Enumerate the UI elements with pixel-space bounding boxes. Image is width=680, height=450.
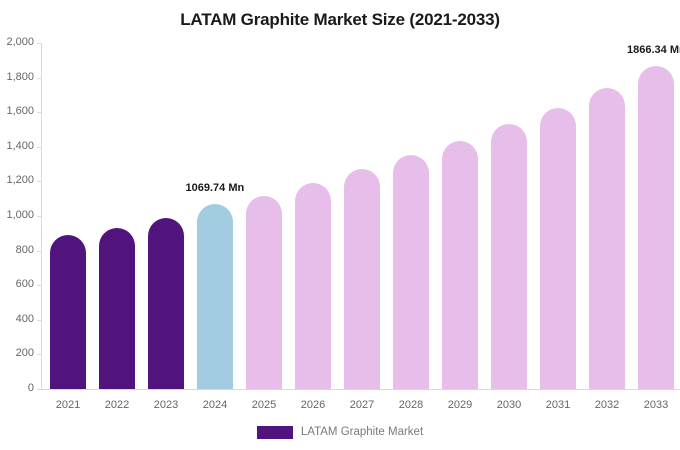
y-axis-line	[41, 43, 42, 390]
x-axis-label-2024: 2024	[202, 399, 228, 411]
chart-legend: LATAM Graphite Market	[0, 426, 680, 439]
y-axis-tick-label: 200	[15, 347, 34, 360]
y-axis-tick-label: 800	[15, 243, 34, 256]
y-axis-tick-mark	[37, 319, 41, 321]
bar-2028[interactable]	[393, 155, 429, 389]
bar-2024[interactable]	[197, 203, 233, 389]
y-axis-tick-label: 1,600	[6, 105, 34, 118]
y-axis-tick-label: 2,000	[6, 36, 34, 48]
x-axis-label-2032: 2032	[594, 399, 620, 411]
y-axis-tick-mark	[37, 77, 41, 79]
bar-2023[interactable]	[148, 218, 184, 389]
bar-2022[interactable]	[99, 228, 135, 389]
x-axis-label-2028: 2028	[398, 399, 424, 411]
y-axis-tick-mark	[37, 181, 41, 183]
x-axis-label-2022: 2022	[104, 399, 130, 411]
bar-2021[interactable]	[50, 235, 86, 389]
bar-2033[interactable]	[638, 66, 674, 389]
bar-2032[interactable]	[589, 88, 625, 389]
bar-value-label-2024: 1069.74 Mn	[185, 181, 245, 194]
x-axis-label-2023: 2023	[153, 399, 179, 411]
y-axis-tick-label: 1,000	[6, 209, 34, 221]
x-axis-label-2030: 2030	[496, 399, 522, 411]
y-axis-tick-mark	[37, 354, 41, 356]
y-axis-tick-mark	[37, 216, 41, 217]
x-axis-line	[41, 389, 680, 390]
bar-value-label-2033: 1866.34 Mn	[627, 44, 680, 57]
x-axis-label-2027: 2027	[349, 399, 375, 411]
legend-swatch	[256, 426, 293, 439]
y-axis-tick-mark	[37, 250, 41, 252]
x-axis-label-2029: 2029	[447, 399, 473, 411]
x-axis-label-2033: 2033	[643, 399, 669, 411]
y-axis-tick-label: 1,800	[6, 70, 34, 83]
bar-2027[interactable]	[344, 169, 380, 389]
y-axis-tick-label: 0	[27, 382, 34, 394]
y-axis-tick-mark	[37, 389, 41, 390]
bar-2026[interactable]	[295, 183, 331, 389]
y-axis-tick-label: 400	[15, 312, 34, 325]
y-axis-tick-label: 600	[15, 278, 34, 291]
y-axis-tick-mark	[37, 112, 41, 114]
x-axis-label-2031: 2031	[545, 399, 571, 411]
x-axis-label-2025: 2025	[251, 399, 277, 411]
legend-label: LATAM Graphite Market	[300, 425, 424, 438]
y-axis-tick-label: 1,200	[6, 174, 34, 187]
chart-title: LATAM Graphite Market Size (2021-2033)	[180, 10, 500, 29]
bar-2025[interactable]	[246, 196, 282, 389]
bar-2031[interactable]	[540, 107, 576, 389]
bar-2029[interactable]	[442, 141, 478, 389]
x-axis-label-2021: 2021	[55, 399, 81, 411]
y-axis-tick-label: 1,400	[6, 139, 34, 152]
y-axis-tick-mark	[37, 146, 41, 148]
bar-2030[interactable]	[491, 124, 527, 389]
y-axis-tick-mark	[37, 285, 41, 287]
y-axis-tick-mark	[37, 43, 41, 44]
x-axis-label-2026: 2026	[300, 399, 326, 411]
